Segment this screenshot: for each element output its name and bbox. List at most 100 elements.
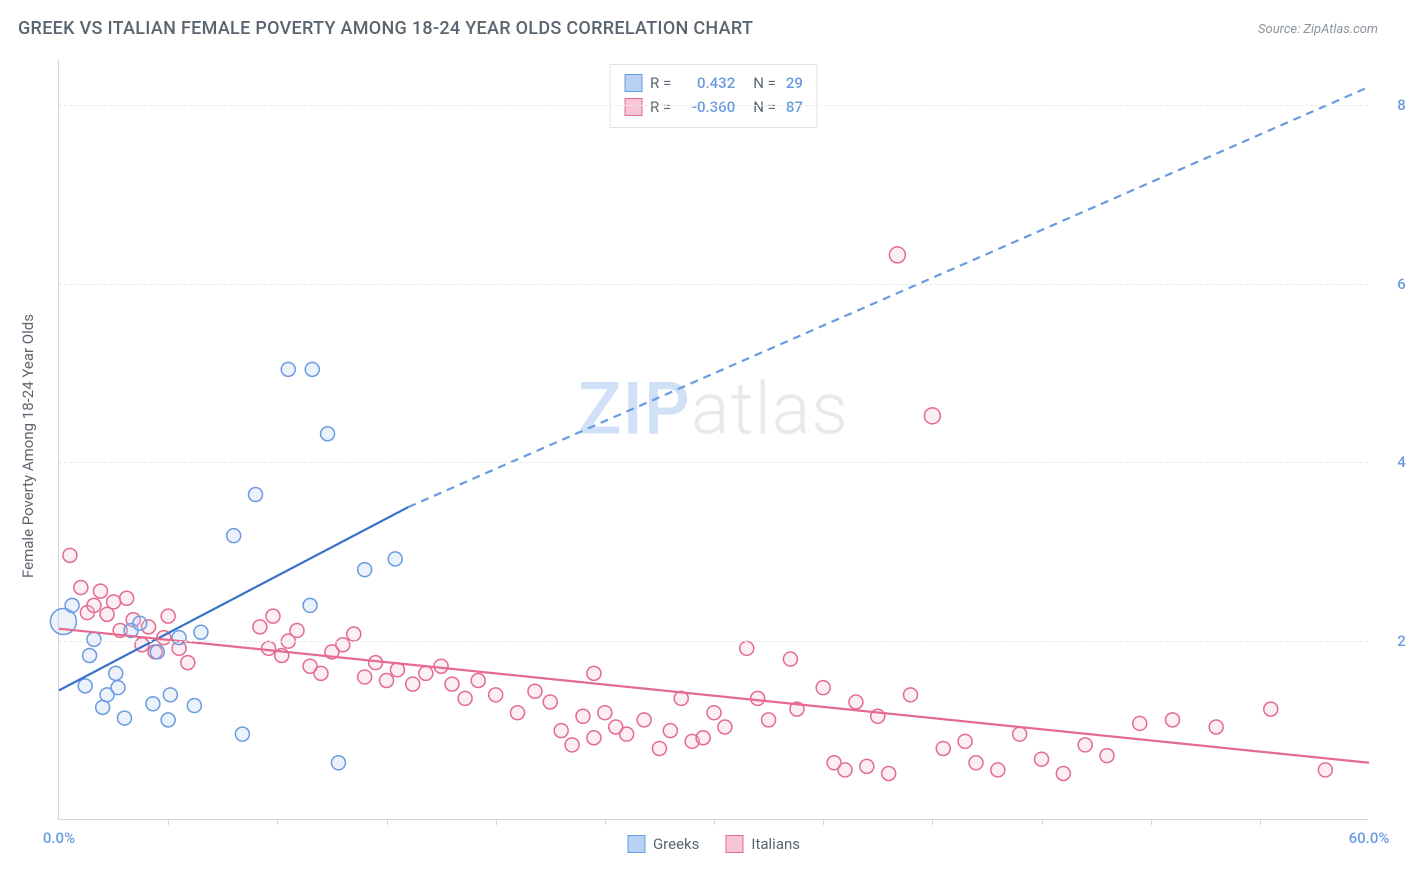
legend-item-italians: Italians: [725, 835, 800, 853]
gridline: [59, 284, 1368, 285]
data-point: [543, 695, 557, 709]
data-point: [419, 666, 433, 680]
data-point: [598, 706, 612, 720]
data-point: [290, 623, 304, 637]
chart-svg: [59, 60, 1368, 819]
x-tick: [277, 819, 278, 825]
data-point: [554, 724, 568, 738]
data-point: [696, 731, 710, 745]
data-point: [1078, 738, 1092, 752]
data-point: [718, 720, 732, 734]
data-point: [1166, 713, 1180, 727]
data-point: [187, 699, 201, 713]
data-point: [249, 488, 263, 502]
data-point: [331, 756, 345, 770]
y-tick-label: 20.0%: [1397, 632, 1406, 650]
data-point: [1100, 749, 1114, 763]
data-point: [150, 645, 164, 659]
data-point: [1013, 727, 1027, 741]
data-point: [281, 362, 295, 376]
data-point: [471, 674, 485, 688]
source-label: Source: ZipAtlas.com: [1258, 22, 1378, 37]
data-point: [161, 713, 175, 727]
data-point: [321, 427, 335, 441]
x-tick: [1260, 819, 1261, 825]
legend-swatch-italians-bottom: [725, 835, 743, 853]
data-point: [194, 625, 208, 639]
gridline: [59, 462, 1368, 463]
data-point: [816, 681, 830, 695]
data-point: [388, 552, 402, 566]
x-tick: [823, 819, 824, 825]
chart-title: GREEK VS ITALIAN FEMALE POVERTY AMONG 18…: [18, 18, 753, 39]
plot-area: ZIPatlas R = 0.432 N = 29 R = -0.360 N =…: [58, 60, 1368, 820]
data-point: [849, 695, 863, 709]
x-tick: [1042, 819, 1043, 825]
data-point: [707, 706, 721, 720]
data-point: [576, 709, 590, 723]
legend-label-greeks: Greeks: [653, 835, 699, 853]
data-point: [663, 724, 677, 738]
y-axis-label: Female Poverty Among 18-24 Year Olds: [19, 314, 37, 578]
data-point: [882, 767, 896, 781]
data-point: [751, 691, 765, 705]
data-point: [262, 641, 276, 655]
data-point: [1318, 763, 1332, 777]
data-point: [838, 763, 852, 777]
x-tick-label: 60.0%: [1349, 829, 1390, 847]
data-point: [78, 679, 92, 693]
data-point: [83, 648, 97, 662]
data-point: [146, 697, 160, 711]
x-tick: [605, 819, 606, 825]
data-point: [120, 591, 134, 605]
data-point: [924, 408, 940, 424]
data-point: [958, 734, 972, 748]
data-point: [111, 681, 125, 695]
y-tick-label: 80.0%: [1397, 96, 1406, 114]
x-tick-label: 0.0%: [43, 829, 75, 847]
data-point: [406, 677, 420, 691]
y-tick-label: 40.0%: [1397, 453, 1406, 471]
data-point: [528, 684, 542, 698]
gridline: [59, 641, 1368, 642]
data-point: [489, 688, 503, 702]
data-point: [652, 741, 666, 755]
data-point: [889, 247, 905, 263]
data-point: [637, 713, 651, 727]
data-point: [936, 741, 950, 755]
data-point: [860, 759, 874, 773]
data-point: [358, 670, 372, 684]
data-point: [565, 738, 579, 752]
data-point: [991, 763, 1005, 777]
data-point: [253, 620, 267, 634]
data-point: [100, 607, 114, 621]
data-point: [380, 674, 394, 688]
gridline: [59, 105, 1368, 106]
data-point: [358, 563, 372, 577]
data-point: [303, 598, 317, 612]
data-point: [235, 727, 249, 741]
data-point: [181, 656, 195, 670]
data-point: [1056, 767, 1070, 781]
data-point: [65, 598, 79, 612]
data-point: [1035, 752, 1049, 766]
data-point: [266, 609, 280, 623]
y-tick-label: 60.0%: [1397, 275, 1406, 293]
data-point: [587, 731, 601, 745]
data-point: [305, 362, 319, 376]
data-point: [107, 595, 121, 609]
data-point: [336, 638, 350, 652]
data-point: [74, 581, 88, 595]
data-point: [87, 598, 101, 612]
data-point: [445, 677, 459, 691]
x-tick: [714, 819, 715, 825]
data-point: [63, 548, 77, 562]
x-tick: [932, 819, 933, 825]
data-point: [620, 727, 634, 741]
x-tick: [168, 819, 169, 825]
legend-swatch-greeks-bottom: [627, 835, 645, 853]
series-legend: Greeks Italians: [627, 835, 800, 853]
data-point: [163, 688, 177, 702]
data-point: [762, 713, 776, 727]
data-point: [314, 666, 328, 680]
